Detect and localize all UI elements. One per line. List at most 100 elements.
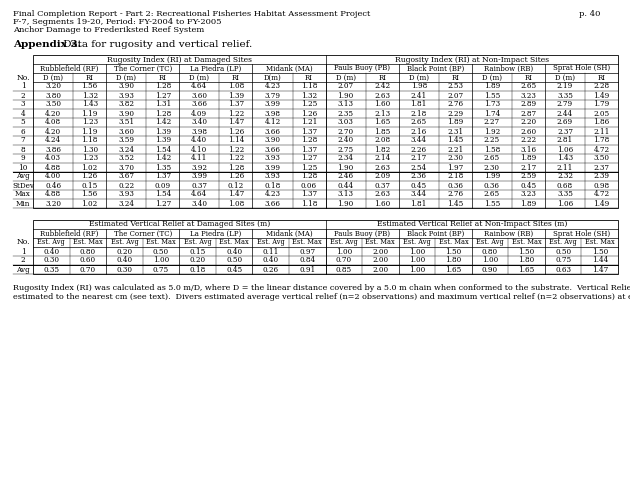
Text: 4.10: 4.10 xyxy=(192,146,207,153)
Text: 1.65: 1.65 xyxy=(445,265,462,274)
Text: 1.27: 1.27 xyxy=(301,154,317,163)
Text: 3.80: 3.80 xyxy=(45,92,61,99)
Text: 2.34: 2.34 xyxy=(338,154,353,163)
Text: 3.98: 3.98 xyxy=(265,110,280,117)
Text: 3.44: 3.44 xyxy=(411,136,427,145)
Bar xyxy=(33,55,618,208)
Text: 0.36: 0.36 xyxy=(484,182,500,189)
Text: 4.64: 4.64 xyxy=(192,82,207,91)
Text: 3.35: 3.35 xyxy=(557,190,573,199)
Text: 1.89: 1.89 xyxy=(520,154,537,163)
Text: 0.40: 0.40 xyxy=(226,247,242,256)
Text: 1.42: 1.42 xyxy=(155,118,171,127)
Text: 3.66: 3.66 xyxy=(265,128,280,135)
Text: 1.06: 1.06 xyxy=(557,146,573,153)
Text: 0.06: 0.06 xyxy=(301,182,317,189)
Text: 2.18: 2.18 xyxy=(411,110,427,117)
Text: 0.97: 0.97 xyxy=(299,247,315,256)
Text: 2.63: 2.63 xyxy=(374,190,390,199)
Text: 4.64: 4.64 xyxy=(192,190,207,199)
Text: 2.63: 2.63 xyxy=(374,164,390,171)
Text: F-7, Segments 19-20, Period: FY-2004 to FY-2005: F-7, Segments 19-20, Period: FY-2004 to … xyxy=(13,18,222,26)
Text: 4.72: 4.72 xyxy=(593,190,610,199)
Text: 1.22: 1.22 xyxy=(228,146,244,153)
Text: Est. Avg: Est. Avg xyxy=(403,239,431,246)
Text: 3.79: 3.79 xyxy=(265,92,280,99)
Text: 2.25: 2.25 xyxy=(484,136,500,145)
Text: estimated to the nearest cm (see text).  Divers estimated average vertical relie: estimated to the nearest cm (see text). … xyxy=(13,293,630,301)
Text: 1.39: 1.39 xyxy=(228,92,244,99)
Text: 0.75: 0.75 xyxy=(153,265,169,274)
Text: 0.18: 0.18 xyxy=(190,265,205,274)
Text: 3.66: 3.66 xyxy=(265,200,280,207)
Text: 1.00: 1.00 xyxy=(409,247,425,256)
Text: 1.60: 1.60 xyxy=(374,100,391,109)
Text: 0.98: 0.98 xyxy=(593,182,610,189)
Text: 4.88: 4.88 xyxy=(45,190,61,199)
Text: 2: 2 xyxy=(21,92,25,99)
Text: 4.12: 4.12 xyxy=(265,118,280,127)
Text: 2.19: 2.19 xyxy=(557,82,573,91)
Text: 1.26: 1.26 xyxy=(228,172,244,181)
Text: RI: RI xyxy=(159,74,167,81)
Text: 2.11: 2.11 xyxy=(557,164,573,171)
Text: 3.98: 3.98 xyxy=(192,128,207,135)
Text: 1.37: 1.37 xyxy=(228,100,244,109)
Text: 0.63: 0.63 xyxy=(555,265,571,274)
Text: 1.45: 1.45 xyxy=(447,136,464,145)
Text: 1.85: 1.85 xyxy=(374,128,391,135)
Text: p. 40: p. 40 xyxy=(578,10,600,18)
Text: 0.40: 0.40 xyxy=(117,257,132,264)
Text: Rubblefield (RF): Rubblefield (RF) xyxy=(40,229,99,238)
Text: 0.40: 0.40 xyxy=(263,257,278,264)
Text: 2.31: 2.31 xyxy=(447,128,463,135)
Text: 4.88: 4.88 xyxy=(45,164,61,171)
Text: 4.23: 4.23 xyxy=(265,82,280,91)
Text: 2.07: 2.07 xyxy=(447,92,463,99)
Text: 2.08: 2.08 xyxy=(374,136,390,145)
Text: 1.90: 1.90 xyxy=(338,164,353,171)
Text: 3.13: 3.13 xyxy=(338,190,353,199)
Text: 0.50: 0.50 xyxy=(226,257,242,264)
Text: 3.20: 3.20 xyxy=(45,200,61,207)
Text: Est. Avg: Est. Avg xyxy=(257,239,285,246)
Text: Est. Avg: Est. Avg xyxy=(37,239,65,246)
Text: 3.92: 3.92 xyxy=(192,164,207,171)
Text: 3.66: 3.66 xyxy=(192,100,207,109)
Text: 1.74: 1.74 xyxy=(484,110,500,117)
Text: 1.18: 1.18 xyxy=(301,200,318,207)
Text: 2.29: 2.29 xyxy=(447,110,463,117)
Text: Rainbow (RB): Rainbow (RB) xyxy=(484,64,533,73)
Bar xyxy=(33,220,618,274)
Text: 2.59: 2.59 xyxy=(520,172,537,181)
Text: Est. Max: Est. Max xyxy=(219,239,249,246)
Text: 0.20: 0.20 xyxy=(117,247,132,256)
Text: Black Point (BP): Black Point (BP) xyxy=(406,64,464,73)
Text: 3.60: 3.60 xyxy=(118,128,134,135)
Text: 1.21: 1.21 xyxy=(301,118,318,127)
Text: La Piedra (LP): La Piedra (LP) xyxy=(190,229,241,238)
Text: Est. Avg: Est. Avg xyxy=(184,239,212,246)
Text: 1.89: 1.89 xyxy=(447,118,464,127)
Text: 1.26: 1.26 xyxy=(301,110,317,117)
Text: 1.22: 1.22 xyxy=(228,154,244,163)
Text: 2.35: 2.35 xyxy=(338,110,353,117)
Text: 3.20: 3.20 xyxy=(45,82,61,91)
Text: Midank (MA): Midank (MA) xyxy=(266,229,312,238)
Text: 2: 2 xyxy=(21,257,25,264)
Text: 2.00: 2.00 xyxy=(372,247,389,256)
Text: RI: RI xyxy=(524,74,532,81)
Text: 3.90: 3.90 xyxy=(118,82,134,91)
Text: 5: 5 xyxy=(21,118,25,127)
Text: 2.17: 2.17 xyxy=(411,154,427,163)
Text: 1.99: 1.99 xyxy=(484,172,500,181)
Text: 1.31: 1.31 xyxy=(155,100,171,109)
Text: 1.06: 1.06 xyxy=(557,200,573,207)
Text: Avg: Avg xyxy=(16,265,30,274)
Text: 4.23: 4.23 xyxy=(265,190,280,199)
Text: 3.99: 3.99 xyxy=(192,172,207,181)
Text: 3.23: 3.23 xyxy=(520,92,536,99)
Text: 1.27: 1.27 xyxy=(155,92,171,99)
Text: 1.14: 1.14 xyxy=(227,136,244,145)
Text: The Corner (TC): The Corner (TC) xyxy=(113,64,172,73)
